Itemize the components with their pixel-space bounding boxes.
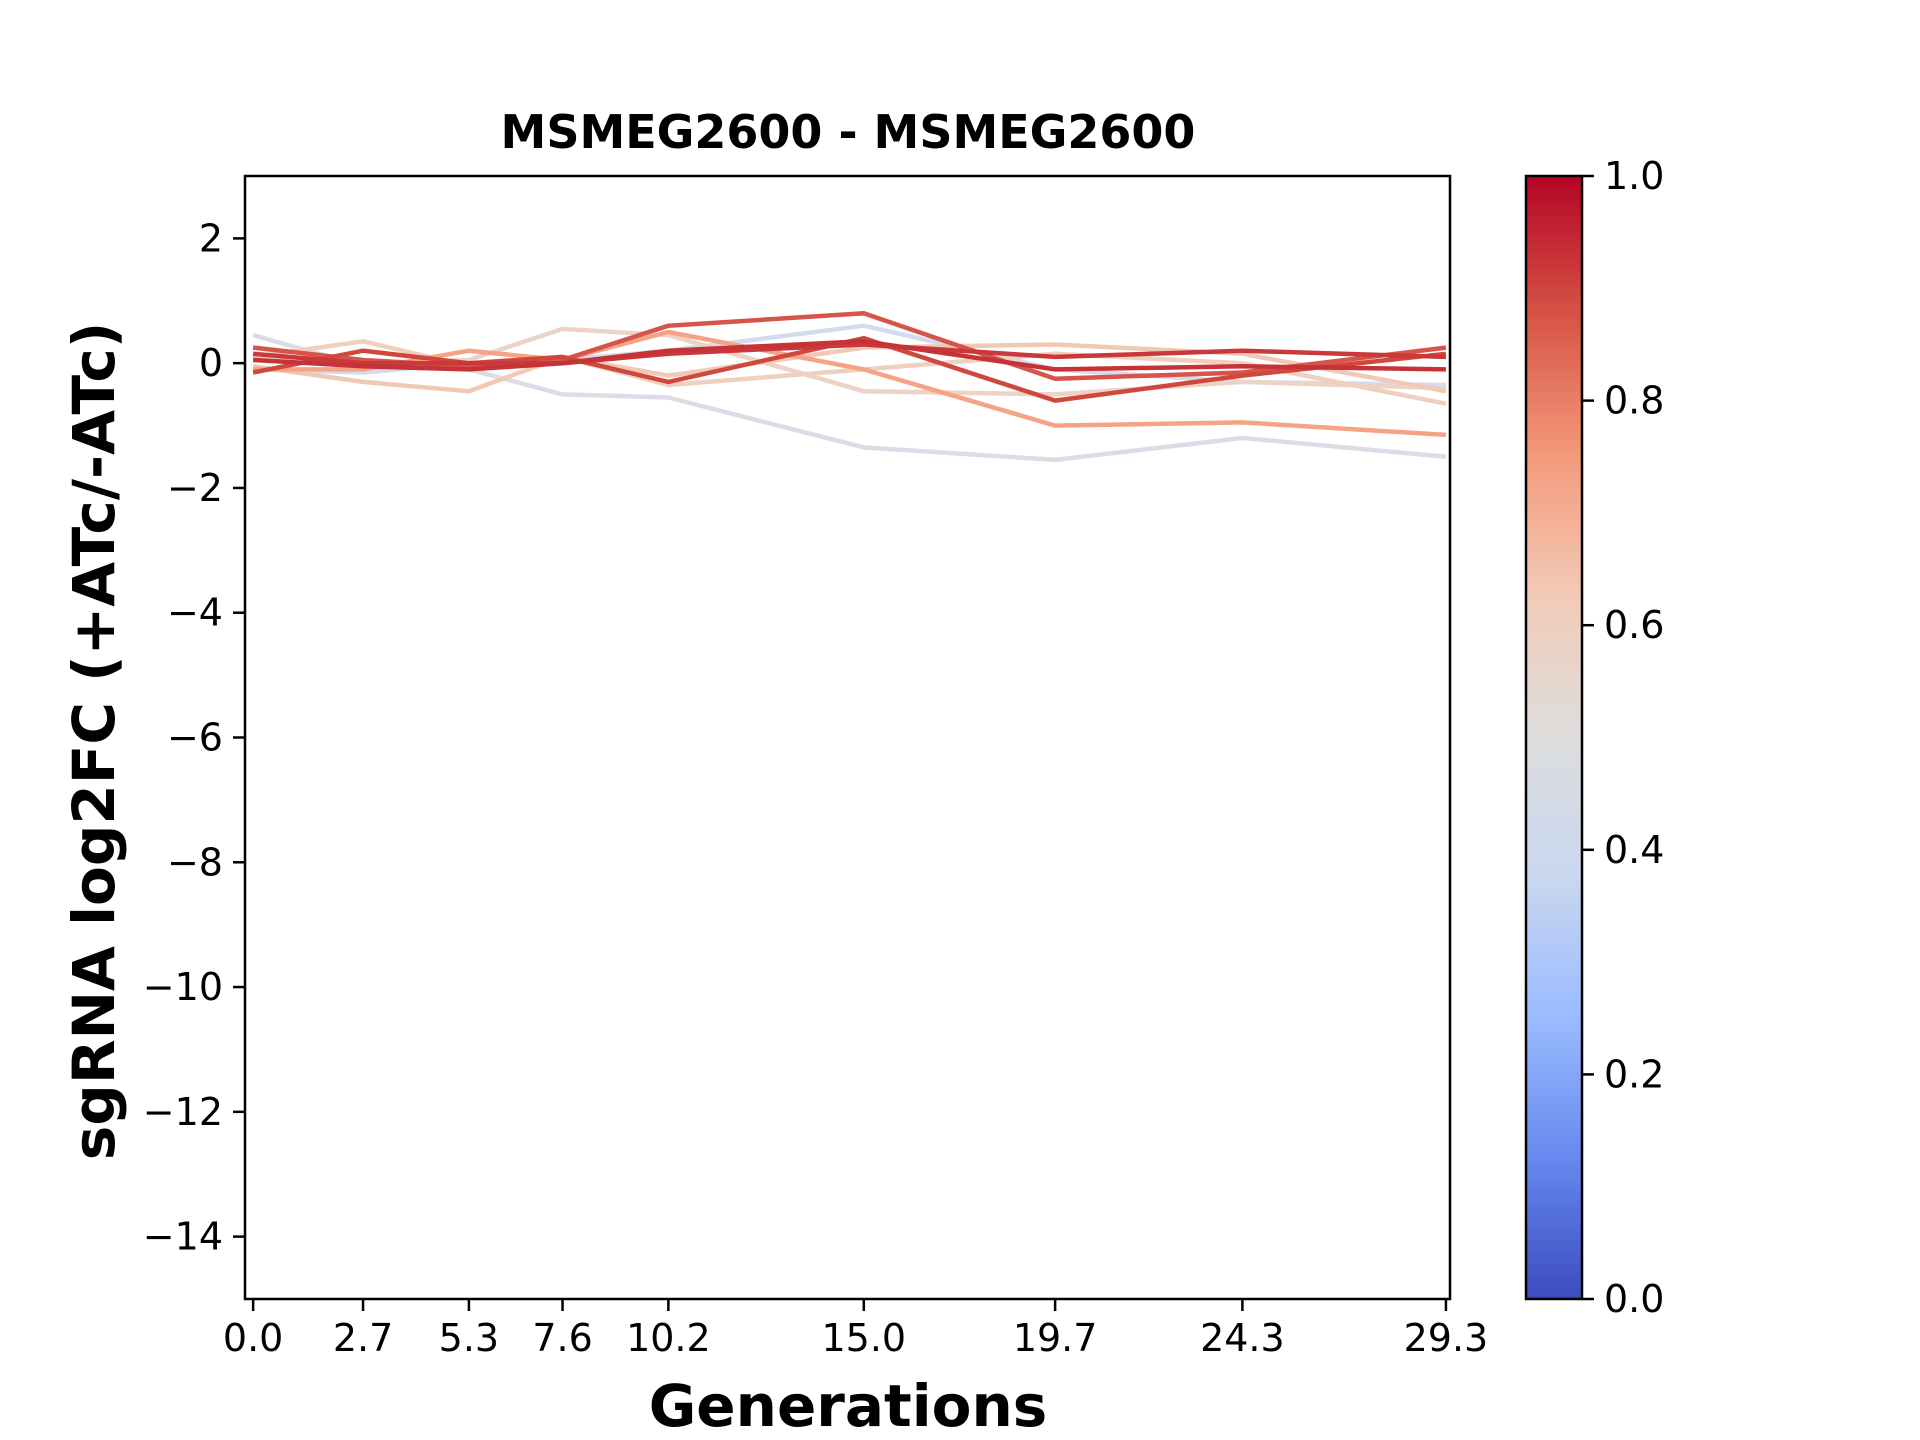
x-tick-label: 10.2 <box>626 1316 711 1360</box>
y-axis-ticks: 2 0 −2 −4 −6 −8 −10 −12 −14 <box>143 216 245 1259</box>
colorbar-ticks: 0.0 0.2 0.4 0.6 0.8 1.0 <box>1582 154 1664 1321</box>
x-tick-label: 7.6 <box>532 1316 592 1360</box>
series-line-10 <box>252 339 1446 372</box>
y-tick-label: −2 <box>167 466 223 510</box>
x-tick-label: 24.3 <box>1200 1316 1285 1360</box>
colorbar-tick-label: 0.2 <box>1604 1052 1664 1096</box>
y-tick-label: −4 <box>167 591 223 635</box>
y-tick-label: −8 <box>167 840 223 884</box>
colorbar-tick-label: 0.0 <box>1604 1277 1664 1321</box>
y-tick-label: 2 <box>199 216 223 260</box>
colorbar-frame <box>1524 174 1584 1301</box>
colorbar-tick-label: 0.4 <box>1604 828 1664 872</box>
colorbar-tick-label: 1.0 <box>1604 154 1664 198</box>
colorbar-tick-label: 0.6 <box>1604 603 1664 647</box>
colorbar-tick-label: 0.8 <box>1604 379 1664 423</box>
x-tick-label: 5.3 <box>439 1316 499 1360</box>
y-tick-label: −10 <box>143 965 223 1009</box>
y-tick-label: −6 <box>167 716 223 760</box>
series-line-4 <box>252 339 1447 406</box>
x-tick-label: 15.0 <box>821 1316 906 1360</box>
colorbar <box>1526 176 1582 1299</box>
y-axis-label: sgRNA log2FC (+ATc/-ATc) <box>60 322 128 1160</box>
x-axis-ticks: 0.0 2.7 5.3 7.6 10.2 15.0 19.7 24.3 29.3 <box>223 1299 1488 1360</box>
x-tick-label: 19.7 <box>1013 1316 1098 1360</box>
chart-title: MSMEG2600 - MSMEG2600 <box>501 105 1196 159</box>
series-line-8 <box>252 335 1447 403</box>
y-tick-label: −14 <box>143 1215 223 1259</box>
x-tick-label: 29.3 <box>1404 1316 1489 1360</box>
series-layer <box>252 311 1447 463</box>
x-axis-label: Generations <box>649 1372 1048 1440</box>
x-tick-label: 2.7 <box>333 1316 393 1360</box>
series-line-1 <box>252 332 1447 463</box>
x-tick-label: 0.0 <box>223 1316 283 1360</box>
y-tick-label: −12 <box>143 1090 223 1134</box>
series-line-9 <box>252 342 1446 366</box>
y-tick-label: 0 <box>199 341 223 385</box>
